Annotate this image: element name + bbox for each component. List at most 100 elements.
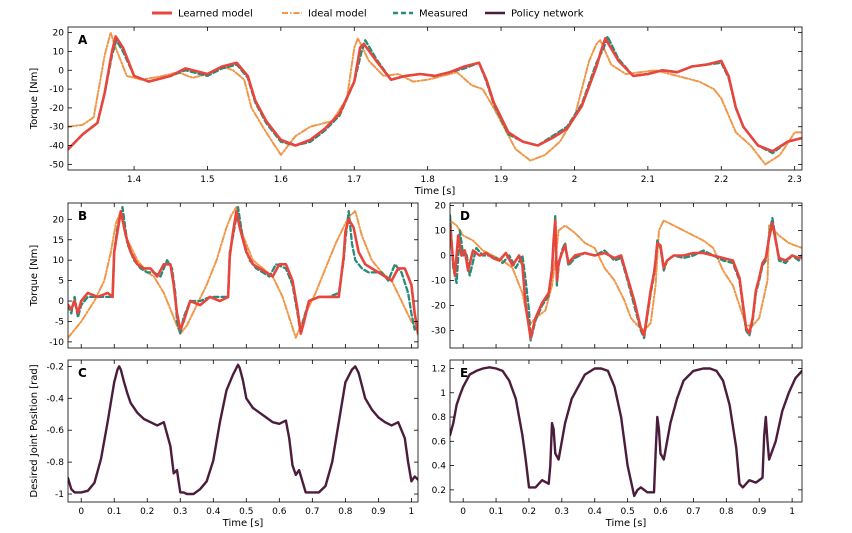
x-tick-label: 1.8 [420, 175, 435, 185]
x-axis-label: Time [s] [605, 518, 647, 529]
x-tick-label: 0.3 [555, 507, 569, 517]
y-tick-label: -30 [49, 123, 64, 133]
y-tick-label: 20 [53, 29, 65, 39]
x-tick-label: 0.6 [272, 507, 287, 517]
y-tick-label: 0 [58, 66, 64, 76]
panel-c: 0 0.1 0.2 0.3 0.4 0.5 0.6 0.7 0.8 0.9 1 -1 -0.8 -0.6 -… [29, 359, 419, 529]
y-tick-label: -0.6 [46, 426, 64, 436]
series-line-measured [68, 35, 802, 155]
x-tick-label: 1.5 [200, 175, 214, 185]
x-tick-label: 2.2 [714, 175, 728, 185]
y-tick-label: 5 [58, 277, 64, 287]
x-tick-label: 0.5 [620, 507, 634, 517]
x-axis-label: Time [s] [414, 186, 456, 197]
y-tick-label: 0.8 [432, 413, 447, 423]
series-group [450, 366, 802, 498]
legend-entry: Ideal model [282, 9, 367, 20]
panel-d: -30 -20 -10 0 10 20 D [431, 202, 803, 349]
y-tick-label: -20 [431, 302, 446, 312]
x-tick-label: 0.2 [140, 507, 154, 517]
y-tick-label: -40 [49, 142, 64, 152]
y-tick-label: 10 [435, 227, 447, 237]
panel-label: C [78, 366, 87, 380]
axes-frame [449, 359, 803, 503]
series-line-policy [450, 366, 802, 498]
x-tick-label: 0.9 [371, 507, 386, 517]
panel-label: A [78, 33, 88, 47]
y-tick-label: 0.4 [432, 462, 447, 472]
x-tick-label: 0.1 [489, 507, 503, 517]
panel-label: D [460, 209, 470, 223]
panel-e: 0 0.1 0.2 0.3 0.4 0.5 0.6 0.7 0.8 0.9 1 0.2 0.4 0.6 0.… [432, 359, 803, 529]
y-tick-label: -0.4 [46, 394, 64, 404]
y-axis-label: Desired Joint Position [rad] [29, 364, 40, 497]
y-tick-label: 20 [435, 202, 447, 212]
x-tick-label: 0.4 [206, 507, 221, 517]
x-tick-label: 2.3 [787, 175, 801, 185]
legend-entry: Learned model [152, 9, 253, 20]
y-tick-label: 20 [53, 215, 65, 225]
series-line-learned [450, 219, 802, 340]
y-tick-label: -10 [431, 277, 446, 287]
x-tick-label: 1 [409, 507, 415, 517]
series-line-learned [68, 35, 802, 153]
legend-entry: Policy network [485, 9, 584, 20]
series-group [68, 31, 802, 166]
axes-frame [67, 359, 419, 503]
series-line-measured [450, 214, 802, 342]
y-tick-label: -50 [49, 160, 64, 170]
series-group [450, 214, 802, 342]
series-group [68, 205, 418, 339]
series-line-ideal [450, 219, 802, 332]
x-tick-label: 0.7 [305, 507, 319, 517]
y-axis-label: Torque [Nm] [29, 245, 40, 308]
panel-label: B [78, 209, 87, 223]
series-line-ideal [68, 206, 418, 339]
y-tick-label: -10 [49, 85, 64, 95]
series-line-learned [68, 209, 418, 335]
x-tick-label: 1.9 [494, 175, 509, 185]
x-tick-label: 0.5 [239, 507, 253, 517]
y-tick-label: -1 [55, 490, 64, 500]
legend: Learned model Ideal model Measured Policy n… [152, 9, 584, 20]
y-tick-label: -5 [55, 317, 64, 327]
series-line-ideal [68, 31, 802, 166]
y-tick-label: -0.8 [46, 458, 64, 468]
panel-a: 1.4 1.5 1.6 1.7 1.8 1.9 2 2.1 2.2 2.3 -50 -40 -30 -20… [29, 26, 803, 197]
x-axis-label: Time [s] [222, 518, 264, 529]
x-tick-label: 1.6 [274, 175, 289, 185]
x-tick-label: 0.1 [107, 507, 121, 517]
axes-frame [67, 26, 803, 171]
y-tick-label: 10 [53, 47, 65, 57]
axes-frame [449, 202, 803, 349]
legend-label: Ideal model [308, 9, 367, 20]
x-tick-label: 1.7 [347, 175, 361, 185]
x-tick-label: 0.3 [173, 507, 187, 517]
y-tick-label: 0.6 [432, 437, 447, 447]
y-tick-label: 0 [440, 252, 446, 262]
x-tick-label: 0.7 [686, 507, 700, 517]
x-tick-label: 0.2 [522, 507, 536, 517]
x-tick-label: 2 [572, 175, 578, 185]
x-tick-label: 0 [78, 507, 84, 517]
x-tick-label: 2.1 [641, 175, 655, 185]
y-tick-label: -30 [431, 327, 446, 337]
y-axis-label: Torque [Nm] [29, 68, 40, 131]
legend-entry: Measured [393, 9, 468, 20]
y-tick-label: 10 [53, 256, 65, 266]
y-tick-label: -10 [49, 338, 64, 348]
x-tick-label: 0.8 [719, 507, 734, 517]
y-tick-label: -0.2 [46, 362, 64, 372]
series-line-policy [68, 363, 418, 496]
y-tick-label: 1.2 [432, 364, 446, 374]
y-tick-label: 15 [53, 236, 64, 246]
y-tick-label: 0 [58, 297, 64, 307]
x-tick-label: 1.4 [127, 175, 142, 185]
legend-label: Policy network [511, 9, 584, 20]
x-tick-label: 0.8 [338, 507, 353, 517]
panel-label: E [460, 366, 468, 380]
y-tick-label: -20 [49, 104, 64, 114]
axes-frame [67, 202, 419, 349]
